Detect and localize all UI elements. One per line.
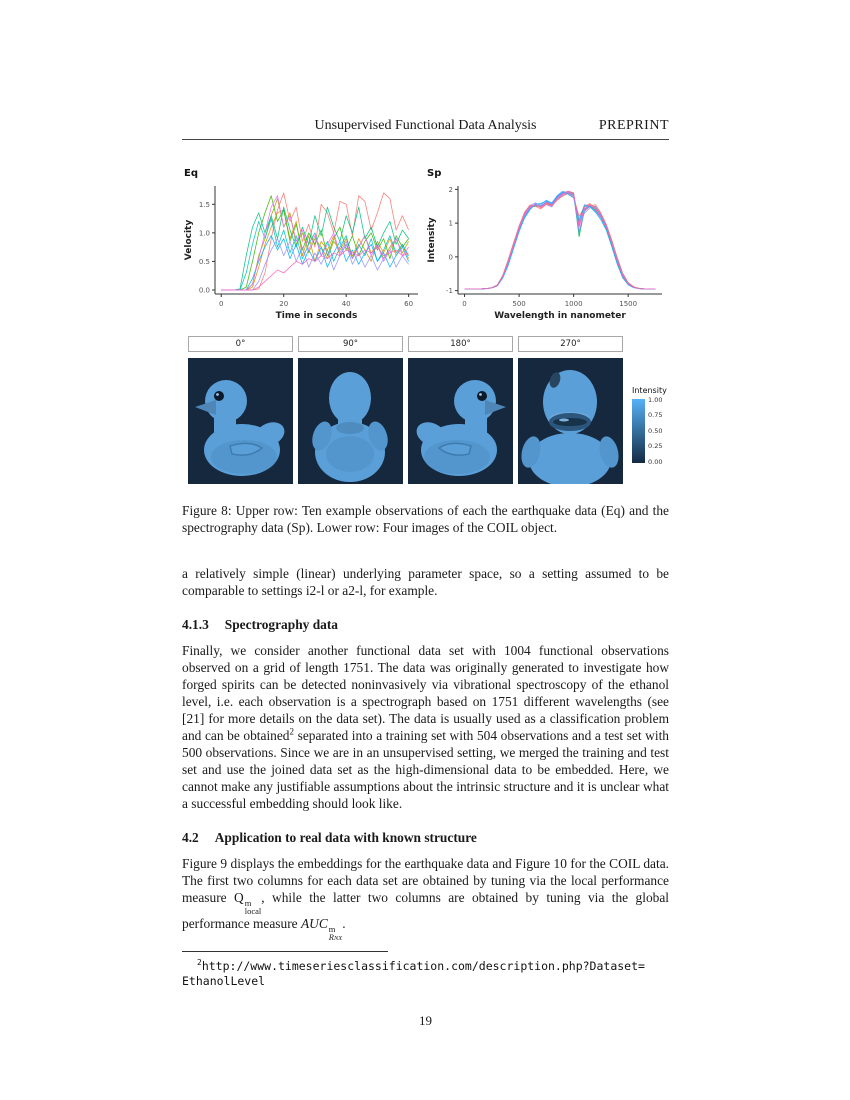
svg-text:1.5: 1.5 <box>199 201 210 209</box>
preprint-tag: PREPRINT <box>598 118 669 133</box>
footnote-url[interactable]: EthanolLevel <box>182 974 266 989</box>
svg-text:40: 40 <box>342 300 351 308</box>
facet-strip-90deg: 90° <box>298 336 403 352</box>
heading-title: Application to real data with known stru… <box>214 830 477 845</box>
coil-duck-image-0deg <box>188 358 293 484</box>
colorbar-tick: 0.00 <box>648 457 663 466</box>
figure-upper-row: Eq 0.0 0.5 1.0 1.5 0 20 40 60 Time in seconds Velo… <box>182 162 669 332</box>
footnote-mark: 2 <box>197 958 202 967</box>
math-auc: AUC <box>300 916 328 931</box>
svg-text:Time in seconds: Time in seconds <box>276 311 358 321</box>
heading-number: 4.1.3 <box>182 617 209 632</box>
svg-text:Sp: Sp <box>427 168 441 179</box>
colorbar-title: Intensity <box>632 386 667 395</box>
colorbar-tick: 1.00 <box>648 396 663 404</box>
svg-text:Wavelength in nanometer: Wavelength in nanometer <box>494 311 626 321</box>
svg-text:0: 0 <box>449 253 453 261</box>
svg-text:0.0: 0.0 <box>199 287 210 295</box>
heading-4-2: 4.2 Application to real data with known s… <box>182 830 669 846</box>
svg-text:Eq: Eq <box>184 168 198 179</box>
coil-image-row <box>188 358 669 484</box>
colorbar-tick: 0.75 <box>648 411 663 420</box>
svg-text:0: 0 <box>462 300 466 308</box>
svg-text:500: 500 <box>512 300 525 308</box>
svg-text:1.0: 1.0 <box>199 229 210 237</box>
coil-duck-image-90deg <box>298 358 403 484</box>
svg-text:0.5: 0.5 <box>199 258 210 266</box>
footnote-url[interactable]: http://www.timeseriesclassification.com/… <box>201 958 645 973</box>
heading-title: Spectrography data <box>224 617 338 632</box>
paragraph-text: Finally, we consider another functional … <box>182 643 669 743</box>
svg-text:0: 0 <box>219 300 223 308</box>
svg-text:Intensity: Intensity <box>427 217 437 262</box>
colorbar-tick: 0.50 <box>648 426 663 435</box>
page-number: 19 <box>419 1012 432 1028</box>
svg-text:Velocity: Velocity <box>184 220 194 261</box>
facet-strip-270deg: 270° <box>518 336 623 352</box>
coil-duck-image-270deg <box>518 358 623 484</box>
figure-caption: Figure 8: Upper row: Ten example observa… <box>182 503 669 535</box>
svg-text:1500: 1500 <box>619 300 637 308</box>
paragraph-text: Figure 9 displays the embeddings for the… <box>182 856 669 905</box>
math-auc-sub: m RNX <box>328 924 343 942</box>
heading-number: 4.2 <box>182 830 199 845</box>
coil-facet-strips: 0° 90° 180° 270° <box>188 336 669 352</box>
svg-text:60: 60 <box>404 300 413 308</box>
paragraph-spectrography: Finally, we consider another functional … <box>182 642 669 812</box>
svg-text:20: 20 <box>279 300 288 308</box>
header-rule <box>182 139 669 140</box>
facet-strip-180deg: 180° <box>408 336 513 352</box>
footnote-rule <box>182 951 388 952</box>
footnote: 2http://www.timeseriesclassification.com… <box>182 955 669 990</box>
sp-line-chart: Sp 2 1 0 -1 0 500 1000 1500 Wavelength in nanomet… <box>427 168 662 321</box>
paragraph-text: . <box>342 916 346 931</box>
eq-line-chart: Eq 0.0 0.5 1.0 1.5 0 20 40 60 Time in seconds Velo… <box>184 168 418 321</box>
heading-4-1-3: 4.1.3 Spectrography data <box>182 617 669 633</box>
svg-text:-1: -1 <box>446 287 453 295</box>
intensity-colorbar: Intensity 1.00 0.75 0.50 0.25 0.00 <box>632 386 672 465</box>
svg-text:1: 1 <box>449 220 453 228</box>
colorbar-tick: 0.25 <box>648 442 663 451</box>
coil-duck-image-180deg <box>408 358 513 484</box>
colorbar-gradient <box>632 399 645 463</box>
paragraph-intro: a relatively simple (linear) underlying … <box>182 566 669 598</box>
paragraph-text: , while the latter two columns are obtai… <box>182 890 669 931</box>
math-q-local: m local <box>244 898 262 916</box>
running-title: Unsupervised Functional Data Analysis <box>314 118 537 133</box>
svg-text:1000: 1000 <box>565 300 583 308</box>
footnote-reference: 2 <box>289 726 295 737</box>
facet-strip-0deg: 0° <box>188 336 293 352</box>
paragraph-application: Figure 9 displays the embeddings for the… <box>182 855 669 943</box>
colorbar-tick-labels: 1.00 0.75 0.50 0.25 0.00 <box>648 397 662 465</box>
figure-8: Eq 0.0 0.5 1.0 1.5 0 20 40 60 Time in seconds Velo… <box>182 162 669 484</box>
svg-text:2: 2 <box>449 186 453 194</box>
paragraph-text: separated into a training set with 504 o… <box>182 728 669 811</box>
page-header: Unsupervised Functional Data Analysis PR… <box>182 118 669 136</box>
